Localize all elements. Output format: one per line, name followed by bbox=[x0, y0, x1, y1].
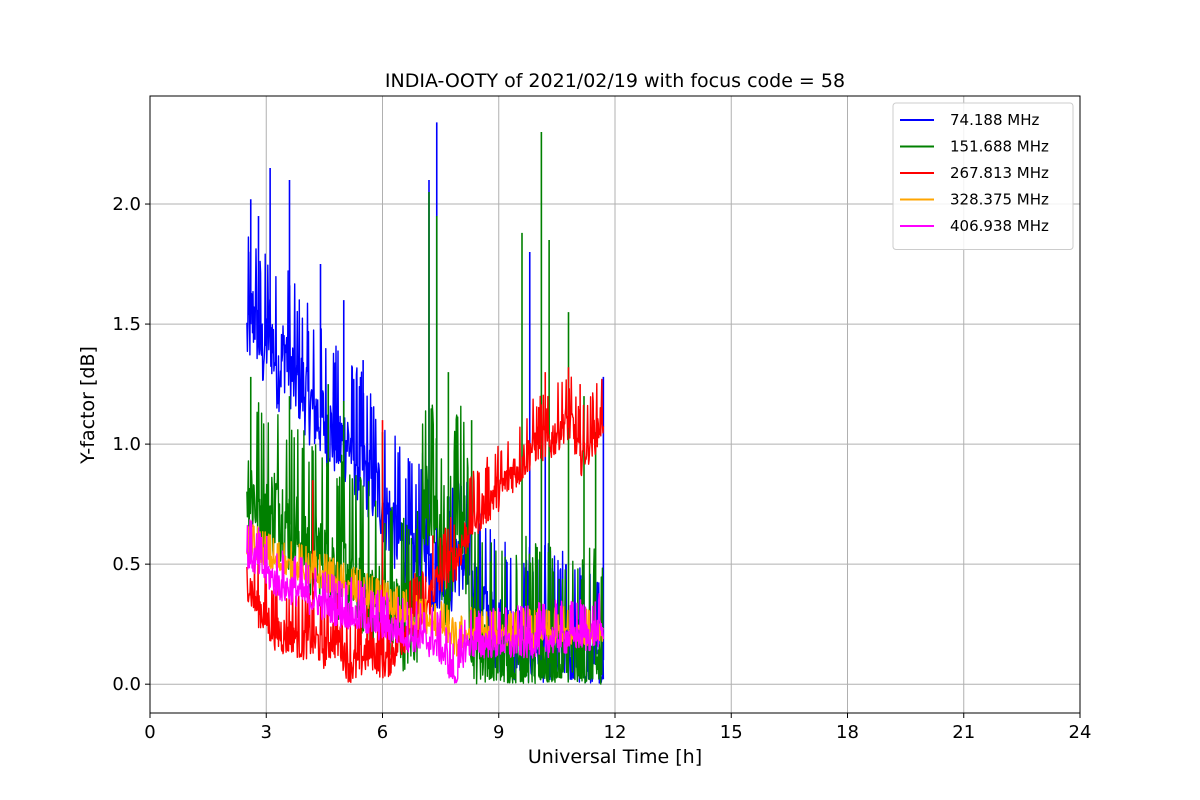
y-tick-label: 1.0 bbox=[112, 434, 141, 455]
legend-label: 267.813 MHz bbox=[950, 164, 1049, 182]
y-tick-label: 1.5 bbox=[112, 314, 141, 335]
legend-label: 74.188 MHz bbox=[950, 111, 1039, 129]
x-axis-label: Universal Time [h] bbox=[528, 746, 702, 768]
x-tick-label: 24 bbox=[1069, 722, 1092, 743]
legend-box bbox=[892, 102, 1074, 250]
x-tick-label: 15 bbox=[720, 722, 743, 743]
y-tick-label: 0.0 bbox=[112, 674, 141, 695]
series-line bbox=[246, 519, 605, 684]
legend-label: 328.375 MHz bbox=[950, 191, 1049, 209]
x-tick-label: 18 bbox=[836, 722, 859, 743]
chart-title: INDIA-OOTY of 2021/02/19 with focus code… bbox=[385, 70, 845, 92]
x-tick-label: 21 bbox=[952, 722, 975, 743]
x-tick-label: 6 bbox=[377, 722, 388, 743]
plot-area bbox=[246, 122, 605, 685]
y-axis-label: Y-factor [dB] bbox=[77, 346, 99, 465]
legend-label: 151.688 MHz bbox=[950, 138, 1049, 156]
series-406-938-mhz bbox=[246, 519, 605, 684]
legend-label: 406.938 MHz bbox=[950, 217, 1049, 235]
x-axis-ticks: 0 3 6 9 12 15 18 21 24 bbox=[144, 713, 1091, 743]
y-tick-label: 0.5 bbox=[112, 554, 141, 575]
x-tick-label: 0 bbox=[144, 722, 155, 743]
y-tick-label: 2.0 bbox=[112, 194, 141, 215]
x-tick-label: 3 bbox=[261, 722, 272, 743]
y-axis-ticks: 0.0 0.5 1.0 1.5 2.0 bbox=[112, 194, 150, 695]
legend: 74.188 MHz 151.688 MHz 267.813 MHz 328.375 … bbox=[892, 102, 1074, 250]
x-tick-label: 12 bbox=[604, 722, 627, 743]
x-tick-label: 9 bbox=[493, 722, 504, 743]
